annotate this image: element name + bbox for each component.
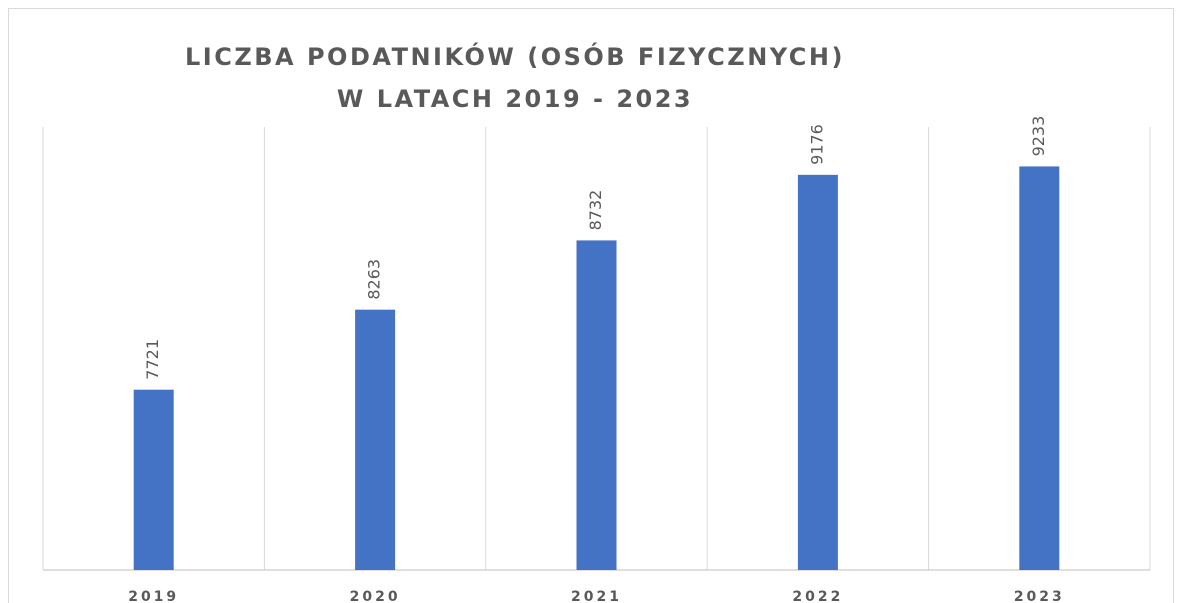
chart-title: LICZBA PODATNIKÓW (OSÓB FIZYCZNYCH)	[185, 41, 845, 71]
x-tick-label: 2021	[571, 589, 622, 603]
x-tick-label: 2020	[350, 589, 401, 603]
bar	[576, 240, 617, 570]
chart-title: W LATACH 2019 - 2023	[337, 85, 693, 113]
data-label: 9233	[1029, 116, 1048, 157]
data-label: 9176	[807, 124, 826, 165]
bar	[797, 174, 838, 570]
x-tick-label: 2019	[128, 589, 179, 603]
x-tick-label: 2023	[1014, 589, 1065, 603]
bar	[1019, 166, 1060, 570]
x-tick-label: 2022	[792, 589, 843, 603]
bar	[355, 309, 396, 570]
data-label: 8732	[586, 190, 605, 231]
data-label: 7721	[143, 339, 162, 380]
bar	[133, 389, 174, 570]
data-label: 8263	[365, 259, 384, 300]
